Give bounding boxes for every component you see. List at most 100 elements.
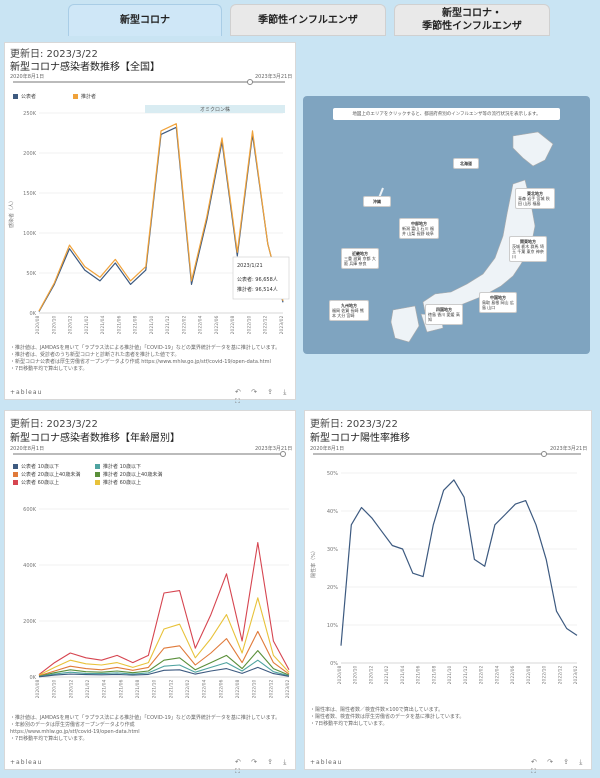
- region-chugoku[interactable]: 中国地方 鳥取 島根 岡山 広島 山口: [479, 292, 517, 313]
- panel-title: 新型コロナ感染者数推移【年齢層別】: [10, 433, 180, 444]
- x-tick-label: 2021/12: [168, 680, 174, 699]
- region-okinawa[interactable]: 沖縄: [363, 196, 391, 207]
- region-kyushu[interactable]: 九州地方 福岡 佐賀 長崎 熊本 大分 宮崎: [329, 300, 369, 321]
- region-shikoku[interactable]: 四国地方 徳島 香川 愛媛 高知: [425, 304, 463, 325]
- y-tick-label: 100K: [23, 231, 37, 237]
- region-hokkaido[interactable]: 北海道: [453, 158, 479, 169]
- date-range-slider[interactable]: [13, 81, 285, 83]
- slider-end-label: 2023年3月21日: [550, 446, 588, 452]
- share-icons[interactable]: ↶ ↷ ⇪ ⤓ ⛶: [235, 388, 291, 405]
- region-name: 関東地方: [520, 239, 536, 244]
- y-tick-label: 30%: [327, 547, 338, 553]
- x-tick-label: 2022/02: [185, 680, 191, 699]
- japan-map[interactable]: 地図上のエリアをクリックすると、都道府県別のインフルエンザ等の流行状況を表示しま…: [303, 96, 590, 354]
- region-prefs: 新潟 富山 石川 福井 山梨 長野 岐阜: [402, 226, 434, 236]
- series-line[interactable]: [38, 630, 290, 677]
- tableau-logo[interactable]: +ableau: [310, 759, 343, 766]
- x-tick-label: 2022/08: [235, 680, 241, 699]
- legend-published[interactable]: 公表者: [13, 93, 36, 100]
- age-cases-chart[interactable]: 0K 200K 400K 600K 2020/08 2020/10 2020/12 2021/…: [5, 489, 297, 709]
- positivity-chart[interactable]: 0% 10% 20% 30% 40% 50% 2020/08 2020/10 2020/12 20…: [305, 463, 593, 699]
- x-tick-label: 2022/10: [542, 666, 548, 685]
- x-tick-label: 2022/12: [263, 316, 269, 335]
- x-tick-label: 2020/12: [68, 680, 74, 699]
- tooltip-text: 2023/1/21: [237, 263, 263, 269]
- tooltip: [232, 256, 290, 300]
- x-tick-label: 2021/04: [102, 680, 108, 699]
- y-tick-label: 0%: [330, 661, 338, 667]
- slider-handle[interactable]: [247, 79, 253, 85]
- tab-covid[interactable]: 新型コロナ: [68, 4, 222, 36]
- tableau-logo[interactable]: +ableau: [10, 759, 43, 766]
- x-tick-label: 2022/04: [198, 316, 204, 335]
- panel-positivity: 更新日: 2023/3/22 新型コロナ陽性率推移 2020年8月1日 2023…: [304, 410, 593, 775]
- y-tick-label: 10%: [327, 623, 338, 629]
- legend-label: 公表者 10歳以下: [21, 464, 59, 470]
- legend-item[interactable]: 推計者 60歳以上: [95, 479, 141, 486]
- region-kinki[interactable]: 近畿地方 三重 滋賀 京都 大阪 兵庫 奈良: [341, 248, 379, 269]
- series-line[interactable]: [38, 659, 290, 678]
- region-tohoku[interactable]: 東北地方 青森 岩手 宮城 秋田 山形 福島: [515, 188, 555, 209]
- x-tick-label: 2020/12: [68, 316, 74, 335]
- notes: ・推計値は、JAMDASを用いて「ラプラス法による推計値」「COVID-19」な…: [10, 345, 281, 372]
- series-line[interactable]: [38, 666, 290, 678]
- series-line[interactable]: [340, 479, 578, 646]
- region-kanto[interactable]: 関東地方 茨城 栃木 群馬 埼玉 千葉 東京 神奈川: [509, 236, 547, 262]
- series-line[interactable]: [38, 123, 284, 312]
- y-axis-label: 感染者（人）: [8, 198, 15, 228]
- y-tick-label: 40%: [327, 509, 338, 515]
- slider-handle[interactable]: [541, 451, 547, 457]
- legend-estimated[interactable]: 推計者: [73, 93, 96, 100]
- series-line[interactable]: [38, 542, 290, 676]
- x-tick-label: 2022/08: [230, 316, 236, 335]
- slider-handle[interactable]: [280, 451, 286, 457]
- national-cases-chart[interactable]: 0K 50K 100K 150K 200K 250K 2020/08 2020/10 2020/…: [5, 103, 297, 341]
- share-icons[interactable]: ↶ ↷ ⇪ ⤓ ⛶: [531, 758, 587, 775]
- legend-item[interactable]: 推計者 10歳以下: [95, 463, 141, 470]
- x-tick-label: 2023/02: [285, 680, 291, 699]
- panel-age-cases: 更新日: 2023/3/22 新型コロナ感染者数推移【年齢層別】 2020年8月…: [4, 410, 297, 775]
- x-tick-label: 2021/08: [133, 316, 139, 335]
- x-tick-label: 2023/02: [573, 666, 579, 685]
- share-icons[interactable]: ↶ ↷ ⇪ ⤓ ⛶: [235, 758, 291, 775]
- x-tick-label: 2022/02: [479, 666, 485, 685]
- x-tick-label: 2022/04: [494, 666, 500, 685]
- region-name: 中国地方: [490, 295, 506, 300]
- series-line[interactable]: [38, 650, 290, 677]
- legend-label: 推計者 20歳以上40歳未満: [103, 472, 163, 478]
- x-tick-label: 2021/04: [400, 666, 406, 685]
- region-chubu[interactable]: 中部地方 新潟 富山 石川 福井 山梨 長野 岐阜: [399, 218, 439, 239]
- y-axis-label: 陽性率（%）: [310, 548, 317, 578]
- y-tick-label: 250K: [23, 111, 37, 117]
- x-tick-label: 2022/12: [268, 680, 274, 699]
- slider-start-label: 2020年8月1日: [310, 446, 345, 452]
- y-tick-label: 0K: [30, 675, 37, 681]
- x-tick-label: 2022/06: [218, 680, 224, 699]
- date-range-slider[interactable]: [13, 453, 285, 455]
- series-line[interactable]: [38, 597, 290, 676]
- x-tick-label: 2020/12: [368, 666, 374, 685]
- tableau-logo[interactable]: +ableau: [10, 389, 43, 396]
- x-tick-label: 2020/08: [35, 316, 41, 335]
- tab-influenza[interactable]: 季節性インフルエンザ: [230, 4, 386, 36]
- region-prefs: 青森 岩手 宮城 秋田 山形 福島: [518, 196, 550, 206]
- notes: ・陽性率は、陽性者数／検査件数×100で算出しています。 ・陽性者数、検査件数は…: [310, 707, 465, 727]
- y-tick-label: 150K: [23, 191, 37, 197]
- region-name: 中部地方: [411, 221, 427, 226]
- y-tick-label: 200K: [23, 619, 37, 625]
- x-tick-label: 2022/02: [181, 316, 187, 335]
- legend-item[interactable]: 公表者 10歳以下: [13, 463, 59, 470]
- map-instruction: 地図上のエリアをクリックすると、都道府県別のインフルエンザ等の流行状況を表示しま…: [333, 108, 560, 120]
- date-range-slider[interactable]: [313, 453, 581, 455]
- legend-swatch: [73, 94, 78, 99]
- legend-item[interactable]: 公表者 20歳以上40歳未満: [13, 471, 80, 478]
- legend-item[interactable]: 公表者 60歳以上: [13, 479, 59, 486]
- tab-covid-influenza[interactable]: 新型コロナ・ 季節性インフルエンザ: [394, 4, 550, 36]
- tooltip-text: 公表者: 96,658人: [237, 276, 278, 283]
- legend-item[interactable]: 推計者 20歳以上40歳未満: [95, 471, 162, 478]
- region-name: 東北地方: [527, 191, 543, 196]
- slider-start-label: 2020年8月1日: [10, 74, 45, 80]
- legend-label: 公表者: [21, 94, 37, 100]
- legend-swatch: [13, 472, 18, 477]
- x-tick-label: 2021/02: [84, 316, 90, 335]
